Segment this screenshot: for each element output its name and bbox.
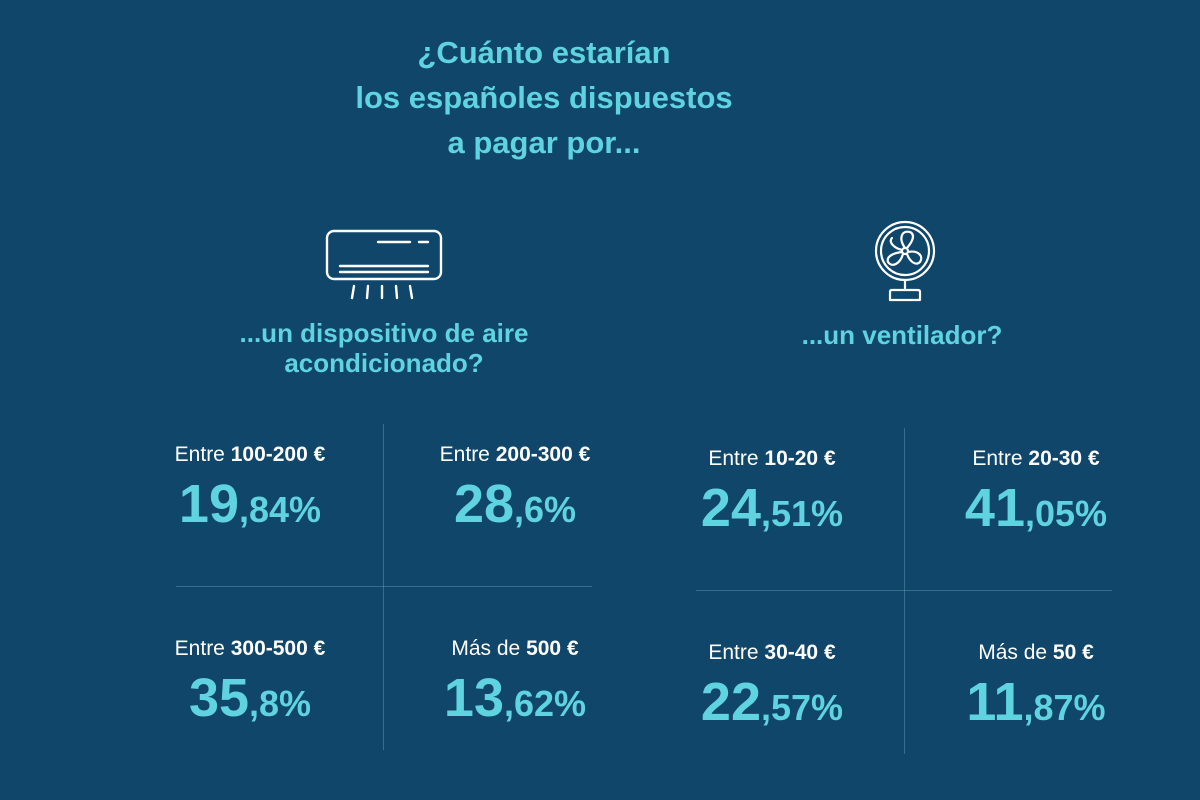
ac-cell-200-300: Entre 200-300 € 28,6% [385,442,645,548]
percentage-value: 11,87% [966,672,1106,732]
ac-cell-mas-500: Más de 500 € 13,62% [385,636,645,742]
fan-cell-30-40: Entre 30-40 € 22,57% [642,640,902,746]
percentage-value: 19,84% [178,474,322,534]
fan-cell-10-20: Entre 10-20 € 24,51% [642,446,902,552]
air-conditioner-subtitle: ...un dispositivo de aire acondicionado? [180,318,588,378]
range-label: Entre 20-30 € [972,447,1100,470]
ac-horizontal-divider [176,586,592,587]
range-label: Entre 10-20 € [708,447,836,470]
fan-vertical-divider [904,428,905,754]
title-line-1: ¿Cuánto estarían [417,35,671,70]
percentage-value: 35,8% [188,668,312,728]
ac-cell-100-200: Entre 100-200 € 19,84% [120,442,380,548]
percentage-value: 41,05% [964,478,1108,538]
title-line-2: los españoles dispuestos [355,80,733,115]
percentage-value: 13,62% [443,668,587,728]
fan-cell-mas-50: Más de 50 € 11,87% [906,640,1166,746]
page-title: ¿Cuánto estarían los españoles dispuesto… [300,30,788,165]
percentage-value: 28,6% [453,474,577,534]
percentage-value: 24,51% [700,478,844,538]
fan-cell-20-30: Entre 20-30 € 41,05% [906,446,1166,552]
range-label: Más de 500 € [451,637,579,660]
range-label: Entre 100-200 € [174,443,326,466]
ac-vertical-divider [383,424,384,750]
fan-icon [874,220,936,302]
ac-subtitle-line-2: acondicionado? [284,348,484,378]
ac-cell-300-500: Entre 300-500 € 35,8% [120,636,380,742]
range-label: Más de 50 € [978,641,1094,664]
range-label: Entre 300-500 € [174,637,326,660]
fan-subtitle: ...un ventilador? [801,320,1003,350]
range-label: Entre 200-300 € [439,443,591,466]
percentage-value: 22,57% [700,672,844,732]
fan-horizontal-divider [696,590,1112,591]
title-line-3: a pagar por... [447,125,641,160]
ac-subtitle-line-1: ...un dispositivo de aire [239,318,529,348]
range-label: Entre 30-40 € [708,641,836,664]
air-conditioner-icon [325,229,443,300]
